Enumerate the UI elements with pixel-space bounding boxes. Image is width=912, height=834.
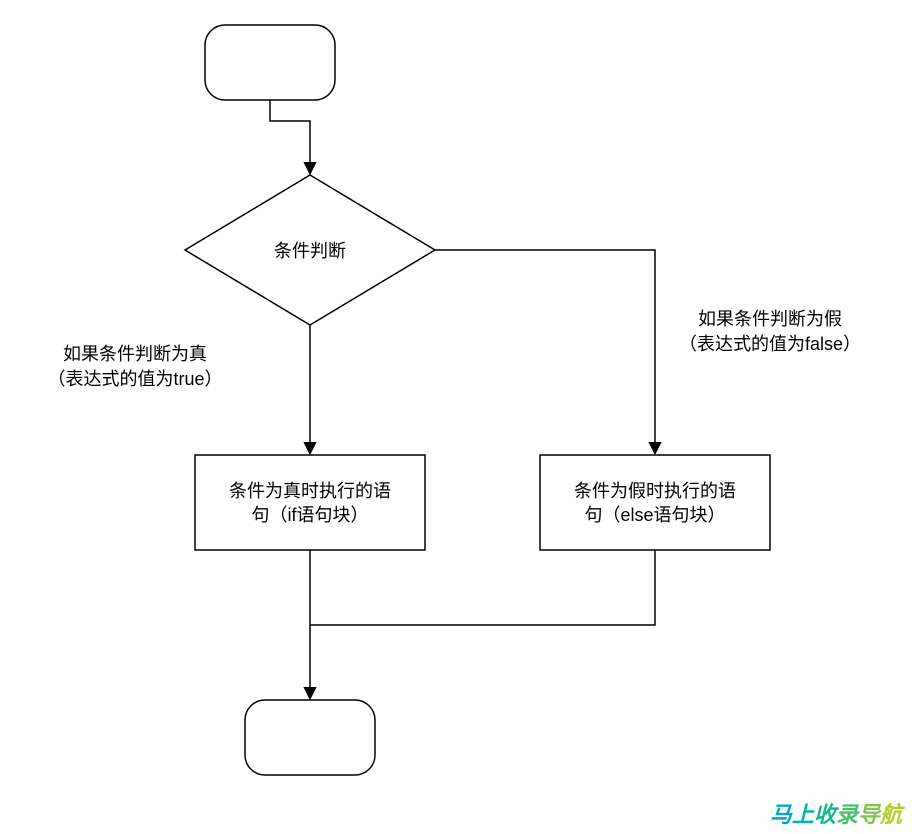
wm-char-1: 上 bbox=[792, 802, 815, 827]
flowchart-canvas: 条件判断 如果条件判断为真 （表达式的值为true） 如果条件判断为假 （表达式… bbox=[0, 0, 912, 834]
start-node bbox=[205, 25, 335, 100]
edge-false-to-merge bbox=[310, 550, 655, 625]
false-block-line1: 条件为假时执行的语 bbox=[574, 481, 736, 501]
false-block-line2: 句（else语句块） bbox=[584, 505, 725, 525]
decision-label: 条件判断 bbox=[274, 241, 346, 261]
true-block-line2: 句（if语句块） bbox=[252, 505, 369, 525]
wm-char-3: 录 bbox=[836, 802, 860, 827]
watermark-text: 马上收录导航 bbox=[770, 802, 906, 827]
wm-char-0: 马 bbox=[770, 802, 793, 827]
wm-char-5: 航 bbox=[879, 802, 906, 827]
false-branch-label-line1: 如果条件判断为假 bbox=[698, 309, 842, 329]
wm-char-4: 导 bbox=[858, 802, 882, 827]
true-branch-label-line1: 如果条件判断为真 bbox=[63, 344, 207, 364]
false-block-node bbox=[540, 455, 770, 550]
true-block-node bbox=[195, 455, 425, 550]
edge-decision-to-false bbox=[435, 250, 655, 453]
end-node bbox=[245, 700, 375, 775]
edge-start-to-decision bbox=[270, 100, 310, 173]
true-branch-label-line2: （表达式的值为true） bbox=[47, 369, 222, 389]
false-branch-label-line2: （表达式的值为false） bbox=[679, 334, 861, 354]
true-block-line1: 条件为真时执行的语 bbox=[229, 481, 391, 501]
